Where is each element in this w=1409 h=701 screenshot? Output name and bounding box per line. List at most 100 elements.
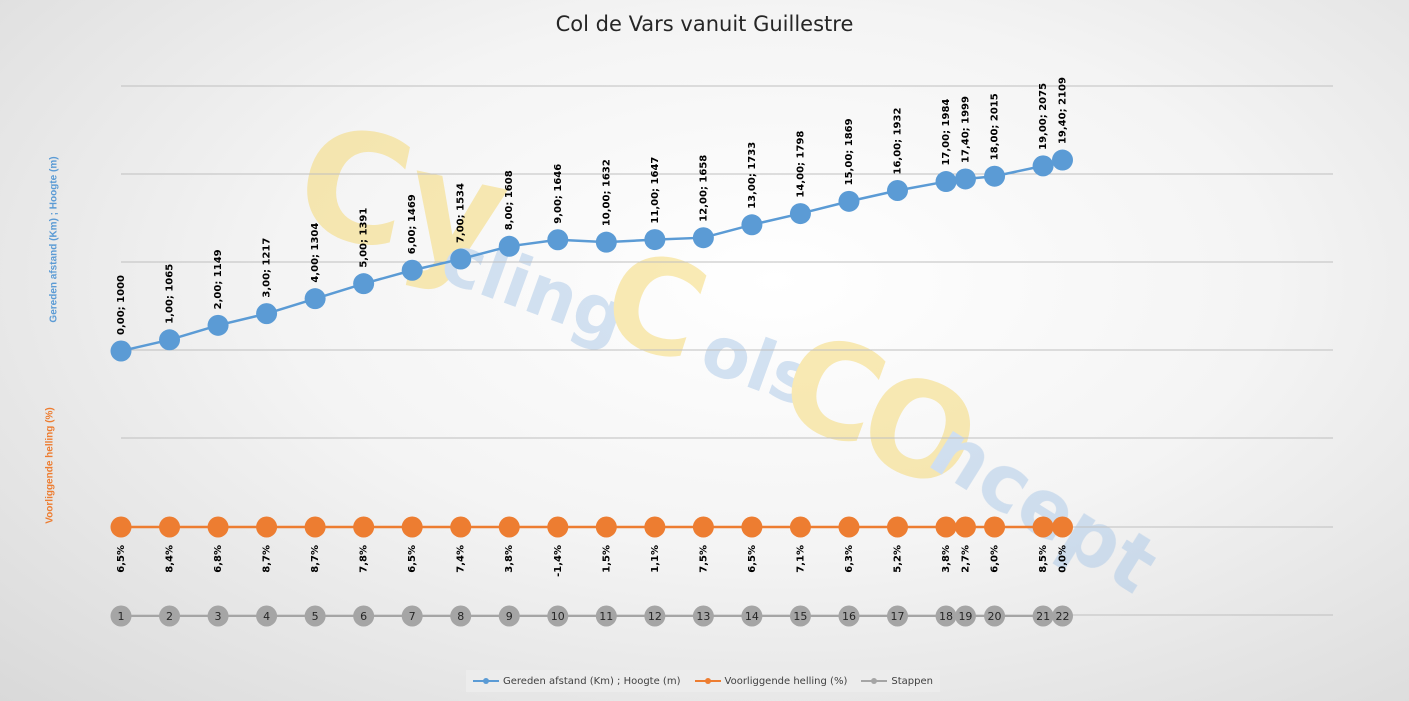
step-point: [789, 605, 811, 627]
step-point: [353, 605, 375, 627]
gradient-data-label: 8,7%: [262, 545, 273, 573]
elevation-data-label: 6,00; 1469: [407, 194, 418, 254]
gradient-point: [1032, 516, 1054, 538]
elevation-point: [256, 303, 278, 325]
elevation-data-label: 17,40; 1999: [960, 96, 971, 163]
gradient-data-label: 3,8%: [941, 545, 952, 573]
step-point: [595, 605, 617, 627]
gradient-data-label: 5,2%: [892, 545, 903, 573]
elevation-point: [935, 171, 957, 193]
gradient-point: [547, 516, 569, 538]
gradient-data-label: 3,8%: [504, 545, 515, 573]
legend-item-elevation: Gereden afstand (Km) ; Hoogte (m): [473, 676, 680, 687]
gradient-point: [401, 516, 423, 538]
gradient-point: [450, 516, 472, 538]
elevation-data-label: 2,00; 1149: [213, 249, 224, 309]
elevation-point: [1032, 155, 1054, 177]
elevation-point: [498, 235, 520, 257]
step-point: [256, 605, 278, 627]
gradient-point: [256, 516, 278, 538]
step-point: [159, 605, 181, 627]
step-data-label: 14: [745, 610, 759, 623]
step-data-label: 3: [215, 610, 222, 623]
gradient-point: [954, 516, 976, 538]
gradient-data-label: 0,0%: [1058, 545, 1069, 573]
step-data-label: 17: [890, 610, 904, 623]
elevation-point: [450, 248, 472, 270]
gradient-data-label: 7,1%: [795, 545, 806, 573]
legend-label-steps: Stappen: [891, 675, 933, 687]
elevation-point: [789, 203, 811, 225]
step-data-label: 9: [506, 610, 513, 623]
elevation-point: [838, 190, 860, 212]
gradient-data-label: 7,8%: [359, 545, 370, 573]
elevation-point: [954, 168, 976, 190]
elevation-data-label: 13,00; 1733: [747, 142, 758, 209]
step-data-label: 7: [409, 610, 416, 623]
elevation-data-label: 10,00; 1632: [601, 159, 612, 226]
elevation-point: [159, 329, 181, 351]
step-data-label: 19: [958, 610, 972, 623]
step-data-label: 16: [842, 610, 856, 623]
step-point: [954, 605, 976, 627]
elevation-data-label: 16,00; 1932: [892, 108, 903, 175]
step-point: [547, 605, 569, 627]
gradient-point: [886, 516, 908, 538]
gradient-data-label: 8,4%: [165, 545, 176, 573]
legend-label-elevation: Gereden afstand (Km) ; Hoogte (m): [503, 675, 681, 687]
step-data-label: 11: [599, 610, 613, 623]
step-point: [401, 605, 423, 627]
step-data-label: 18: [939, 610, 953, 623]
gradient-data-label: 8,5%: [1038, 545, 1049, 573]
gradient-data-label: 2,7%: [960, 545, 971, 573]
chart-title: Col de Vars vanuit Guillestre: [555, 12, 854, 36]
elevation-point: [692, 227, 714, 249]
step-point: [644, 605, 666, 627]
elevation-data-label: 8,00; 1608: [504, 170, 515, 230]
step-data-label: 2: [166, 610, 173, 623]
elevation-data-label: 19,40; 2109: [1058, 77, 1069, 144]
elevation-point: [547, 229, 569, 251]
gradient-point: [304, 516, 326, 538]
elevation-data-label: 9,00; 1646: [553, 164, 564, 224]
gradient-point: [789, 516, 811, 538]
gradient-point: [644, 516, 666, 538]
gradient-point: [595, 516, 617, 538]
step-data-label: 15: [793, 610, 807, 623]
gradient-point: [984, 516, 1006, 538]
elevation-point: [741, 214, 763, 236]
elevation-data-label: 5,00; 1391: [359, 208, 370, 268]
gradient-data-label: 1,5%: [601, 545, 612, 573]
step-point: [1052, 605, 1073, 627]
step-point: [304, 605, 326, 627]
elevation-point: [207, 314, 229, 336]
elevation-point: [1052, 149, 1073, 171]
legend-item-gradient: Voorliggende helling (%): [694, 675, 848, 687]
gradient-point: [838, 516, 860, 538]
legend-label-gradient: Voorliggende helling (%): [724, 675, 848, 687]
elevation-data-label: 1,00; 1065: [165, 264, 176, 324]
gradient-point: [110, 516, 132, 538]
gradient-data-label: 6,5%: [747, 545, 758, 573]
elevation-point: [984, 165, 1006, 187]
gradient-point: [159, 516, 181, 538]
elevation-data-label: 3,00; 1217: [262, 238, 273, 298]
step-point: [498, 605, 520, 627]
step-data-label: 20: [988, 610, 1002, 623]
step-data-label: 1: [118, 610, 125, 623]
gradient-data-label: 6,5%: [407, 545, 418, 573]
elevation-data-label: 17,00; 1984: [941, 99, 952, 166]
step-data-label: 5: [312, 610, 319, 623]
step-data-label: 8: [457, 610, 464, 623]
gradient-data-label: 6,0%: [990, 545, 1001, 573]
elevation-point: [595, 231, 617, 253]
elevation-data-label: 7,00; 1534: [456, 183, 467, 243]
step-data-label: 6: [360, 610, 367, 623]
step-point: [207, 605, 229, 627]
gradient-point: [353, 516, 375, 538]
legend: Gereden afstand (Km) ; Hoogte (m) Voorli…: [466, 670, 940, 692]
legend-item-steps: Stappen: [861, 676, 933, 687]
elevation-point: [401, 259, 423, 281]
